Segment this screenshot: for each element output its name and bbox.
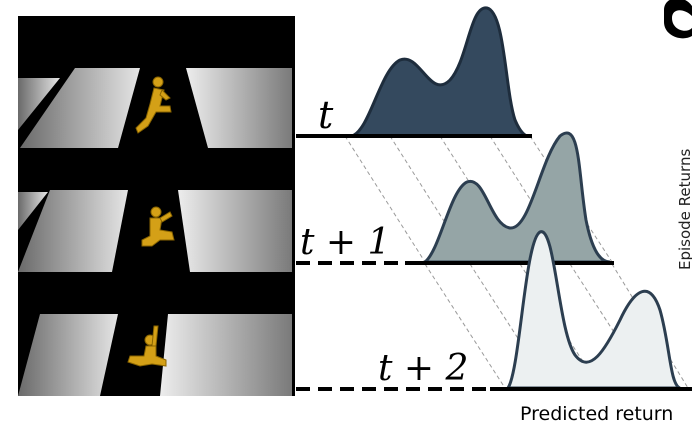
tile-right xyxy=(160,314,292,396)
game-frame-1 xyxy=(18,68,292,148)
time-label: t xyxy=(318,93,334,137)
game-frames-panel xyxy=(18,16,295,396)
tile-left xyxy=(18,314,118,396)
game-frame-3 xyxy=(18,314,292,396)
distribution-t: t xyxy=(296,6,532,138)
tile-right xyxy=(178,190,292,272)
distribution-curve xyxy=(420,131,611,264)
heading-fragment xyxy=(664,0,692,39)
time-label: t + 1 xyxy=(300,222,390,263)
distribution-t-plus-1: t + 1 xyxy=(296,131,614,265)
distribution-curve xyxy=(351,6,529,138)
frame-separator xyxy=(18,272,295,314)
side-label: Episode Returns xyxy=(676,149,692,270)
character-figure xyxy=(135,76,172,134)
game-frame-2 xyxy=(18,190,292,272)
distribution-t-plus-2: t + 2 xyxy=(296,230,692,391)
tile-right xyxy=(186,68,292,148)
tile-left xyxy=(20,68,140,148)
time-label: t + 2 xyxy=(378,348,468,389)
tile-left xyxy=(18,190,128,272)
tile-edge xyxy=(18,78,60,130)
frame-separator xyxy=(18,148,295,190)
tile-edge xyxy=(18,192,48,230)
character-figure xyxy=(141,206,175,247)
distribution-curve xyxy=(505,230,681,390)
character-figure xyxy=(127,325,167,367)
x-axis-label: Predicted return xyxy=(520,403,673,425)
